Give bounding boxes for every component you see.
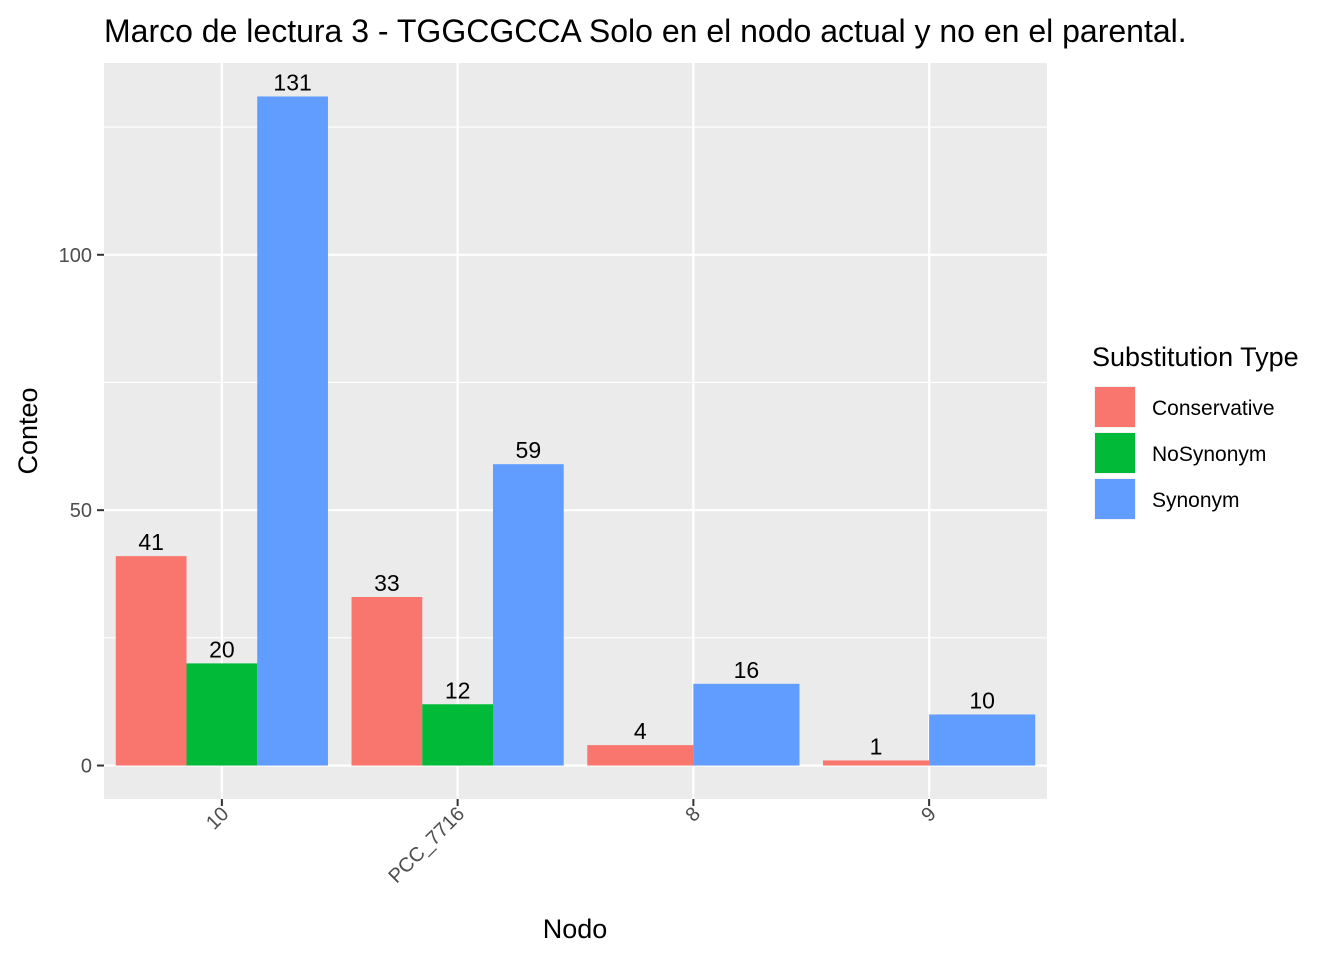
bar-synonym-pcc-7716 — [492, 464, 564, 766]
bar-conservative-10 — [115, 556, 187, 766]
x-axis: 10 PCC_7716 8 9 — [202, 799, 941, 888]
data-label: 1 — [870, 733, 883, 759]
legend-swatch-nosynonym — [1095, 433, 1135, 473]
y-axis: 0 50 100 — [59, 245, 104, 778]
bar-conservative-pcc-7716 — [351, 596, 423, 766]
legend-label: Conservative — [1152, 397, 1275, 420]
legend-title: Substitution Type — [1092, 342, 1299, 372]
data-label: 33 — [374, 570, 400, 596]
bar-nosynonym-10 — [186, 663, 258, 766]
x-tick-label: 10 — [202, 803, 233, 834]
legend-label: NoSynonym — [1152, 443, 1266, 466]
bars — [115, 96, 1036, 766]
bar-conservative-9 — [823, 760, 930, 766]
y-axis-title: Conteo — [13, 387, 43, 474]
data-label: 4 — [634, 718, 647, 744]
chart-title: Marco de lectura 3 - TGGCGCCA Solo en el… — [104, 13, 1187, 49]
data-labels: 41 20 131 33 12 59 4 16 1 10 — [138, 69, 995, 759]
x-tick-label: 9 — [917, 803, 940, 826]
legend-swatch-synonym — [1095, 479, 1135, 519]
legend-items: Conservative NoSynonym Synonym — [1094, 386, 1275, 520]
x-tick-label: 8 — [681, 803, 704, 826]
bar-conservative-8 — [587, 745, 694, 766]
data-label: 16 — [734, 657, 760, 683]
y-tick-label: 0 — [81, 756, 92, 778]
data-label: 20 — [209, 636, 235, 662]
data-label: 131 — [273, 69, 311, 95]
data-label: 12 — [445, 677, 471, 703]
data-label: 59 — [516, 437, 542, 463]
bar-synonym-10 — [257, 96, 328, 766]
bar-synonym-9 — [929, 714, 1036, 766]
data-label: 10 — [969, 687, 995, 713]
legend-swatch-conservative — [1095, 387, 1135, 427]
data-label: 41 — [138, 529, 164, 555]
x-tick-label: PCC_7716 — [384, 803, 469, 888]
x-axis-title: Nodo — [543, 914, 608, 944]
y-tick-label: 50 — [70, 500, 92, 522]
bar-nosynonym-pcc-7716 — [422, 704, 493, 766]
legend: Substitution Type Conservative NoSynonym S… — [1092, 342, 1299, 520]
y-tick-label: 100 — [59, 245, 92, 267]
bar-synonym-8 — [693, 683, 800, 766]
legend-label: Synonym — [1152, 489, 1240, 512]
